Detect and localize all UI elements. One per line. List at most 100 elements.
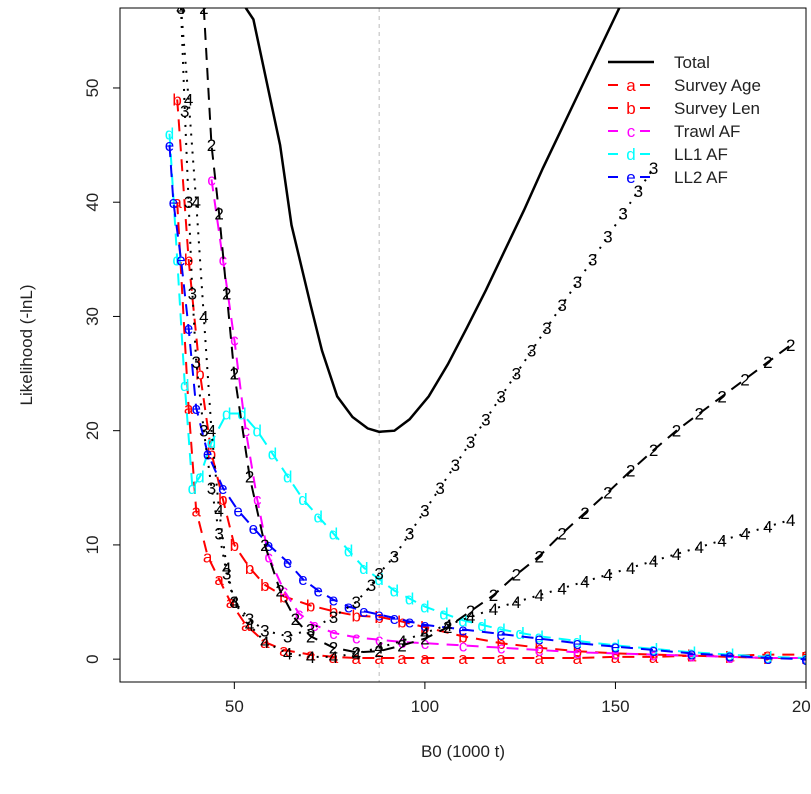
series-line-series-3 bbox=[180, 8, 655, 638]
legend-label-ll1-af: LL1 AF bbox=[674, 145, 728, 164]
data-point-survey-len: b bbox=[207, 445, 216, 464]
data-point-survey-age: a bbox=[801, 646, 811, 665]
data-point-ll2-af: e bbox=[458, 620, 467, 639]
data-point-survey-len: b bbox=[420, 618, 429, 637]
data-point-series-2: 2 bbox=[512, 566, 521, 585]
data-point-ll1-af: d bbox=[496, 620, 505, 639]
data-point-ll2-af: e bbox=[573, 634, 582, 653]
data-point-series-4: 4 bbox=[176, 0, 185, 18]
data-point-survey-age: a bbox=[306, 646, 316, 665]
data-point-series-2: 2 bbox=[786, 336, 795, 355]
data-point-series-2: 2 bbox=[717, 387, 726, 406]
data-point-series-4: 4 bbox=[512, 593, 521, 612]
data-point-ll1-af: d bbox=[573, 632, 582, 651]
data-point-series-3: 3 bbox=[588, 250, 597, 269]
x-tick-label: 150 bbox=[601, 697, 629, 716]
data-point-survey-len: b bbox=[195, 365, 204, 384]
data-point-survey-len: b bbox=[230, 536, 239, 555]
data-point-ll1-af: d bbox=[195, 467, 204, 486]
data-point-series-2: 2 bbox=[672, 422, 681, 441]
data-point-ll1-af: d bbox=[298, 490, 307, 509]
data-point-trawl-af: c bbox=[264, 547, 273, 566]
legend-symbol-ll1-af: d bbox=[626, 145, 635, 164]
data-point-series-2: 2 bbox=[207, 136, 216, 155]
data-point-survey-len: b bbox=[534, 639, 543, 658]
data-point-survey-age: a bbox=[329, 648, 339, 667]
axes-layer: 50 100 150 200 0 10 20 30 40 50 bbox=[83, 79, 811, 716]
data-point-survey-len: b bbox=[245, 559, 254, 578]
data-point-series-2: 2 bbox=[245, 467, 254, 486]
data-point-survey-age: a bbox=[279, 641, 289, 660]
legend-symbol-ll2-af: e bbox=[626, 168, 635, 187]
data-point-ll1-af: d bbox=[165, 125, 174, 144]
data-point-series-4: 4 bbox=[329, 648, 338, 667]
data-point-ll2-af: e bbox=[374, 606, 383, 625]
legend-symbol-survey-len: b bbox=[626, 99, 635, 118]
data-point-series-2: 2 bbox=[260, 536, 269, 555]
data-point-survey-len: b bbox=[458, 627, 467, 646]
data-point-ll2-af: e bbox=[249, 519, 258, 538]
series-line-series-2 bbox=[202, 8, 792, 654]
data-point-series-2: 2 bbox=[199, 0, 208, 18]
data-point-ll1-af: d bbox=[649, 640, 658, 659]
data-point-ll1-af: d bbox=[222, 405, 231, 424]
data-point-trawl-af: c bbox=[421, 634, 430, 653]
data-point-ll1-af: d bbox=[515, 624, 524, 643]
data-point-survey-age: a bbox=[573, 649, 583, 668]
data-point-survey-len: b bbox=[184, 250, 193, 269]
data-point-series-3: 3 bbox=[283, 627, 292, 646]
data-point-survey-age: a bbox=[458, 649, 468, 668]
data-point-survey-len: b bbox=[218, 490, 227, 509]
data-point-trawl-af: c bbox=[611, 644, 620, 663]
data-point-series-4: 4 bbox=[214, 502, 223, 521]
data-point-trawl-af: c bbox=[329, 624, 338, 643]
legend-item-ll2-af: e LL2 AF bbox=[608, 168, 728, 187]
data-point-series-2: 2 bbox=[626, 462, 635, 481]
series-line-ll1-af bbox=[168, 133, 806, 659]
data-point-series-4: 4 bbox=[740, 524, 749, 543]
data-point-ll1-af: d bbox=[390, 582, 399, 601]
data-point-survey-len: b bbox=[279, 587, 288, 606]
data-point-ll2-af: e bbox=[298, 570, 307, 589]
data-point-survey-age: a bbox=[184, 399, 194, 418]
legend-label-total: Total bbox=[674, 53, 710, 72]
data-point-ll2-af: e bbox=[203, 445, 212, 464]
data-point-survey-len: b bbox=[496, 634, 505, 653]
data-point-survey-age: a bbox=[191, 502, 201, 521]
data-point-series-3: 3 bbox=[649, 159, 658, 178]
data-point-series-4: 4 bbox=[222, 559, 231, 578]
data-point-survey-len: b bbox=[260, 576, 269, 595]
data-point-series-4: 4 bbox=[420, 624, 429, 643]
data-point-trawl-af: c bbox=[242, 422, 251, 441]
data-point-series-4: 4 bbox=[672, 545, 681, 564]
data-point-ll2-af: e bbox=[264, 536, 273, 555]
data-point-trawl-af: c bbox=[649, 646, 658, 665]
data-point-ll1-af: d bbox=[252, 422, 261, 441]
data-point-ll1-af: d bbox=[180, 376, 189, 395]
data-point-series-2: 2 bbox=[222, 285, 231, 304]
data-point-series-3: 3 bbox=[306, 620, 315, 639]
data-point-series-3: 3 bbox=[214, 524, 223, 543]
data-point-series-3: 3 bbox=[557, 296, 566, 315]
data-point-ll2-af: e bbox=[191, 399, 200, 418]
data-point-trawl-af: c bbox=[352, 628, 361, 647]
data-point-survey-len: b bbox=[397, 612, 406, 631]
data-point-trawl-af: c bbox=[310, 616, 319, 635]
data-point-ll1-af: d bbox=[458, 611, 467, 630]
data-point-series-3: 3 bbox=[176, 0, 185, 18]
data-point-trawl-af: c bbox=[207, 170, 216, 189]
series-line-trawl-af bbox=[210, 179, 806, 659]
data-point-ll1-af: d bbox=[374, 570, 383, 589]
y-tick-label: 50 bbox=[83, 79, 102, 98]
data-point-series-4: 4 bbox=[283, 644, 292, 663]
data-point-ll2-af: e bbox=[329, 591, 338, 610]
data-point-series-3: 3 bbox=[352, 593, 361, 612]
data-point-series-3: 3 bbox=[466, 433, 475, 452]
data-point-series-3: 3 bbox=[405, 524, 414, 543]
series-line-ll2-af bbox=[168, 145, 806, 661]
data-point-series-2: 2 bbox=[397, 636, 406, 655]
data-point-series-4: 4 bbox=[352, 644, 361, 663]
data-point-series-4: 4 bbox=[397, 632, 406, 651]
